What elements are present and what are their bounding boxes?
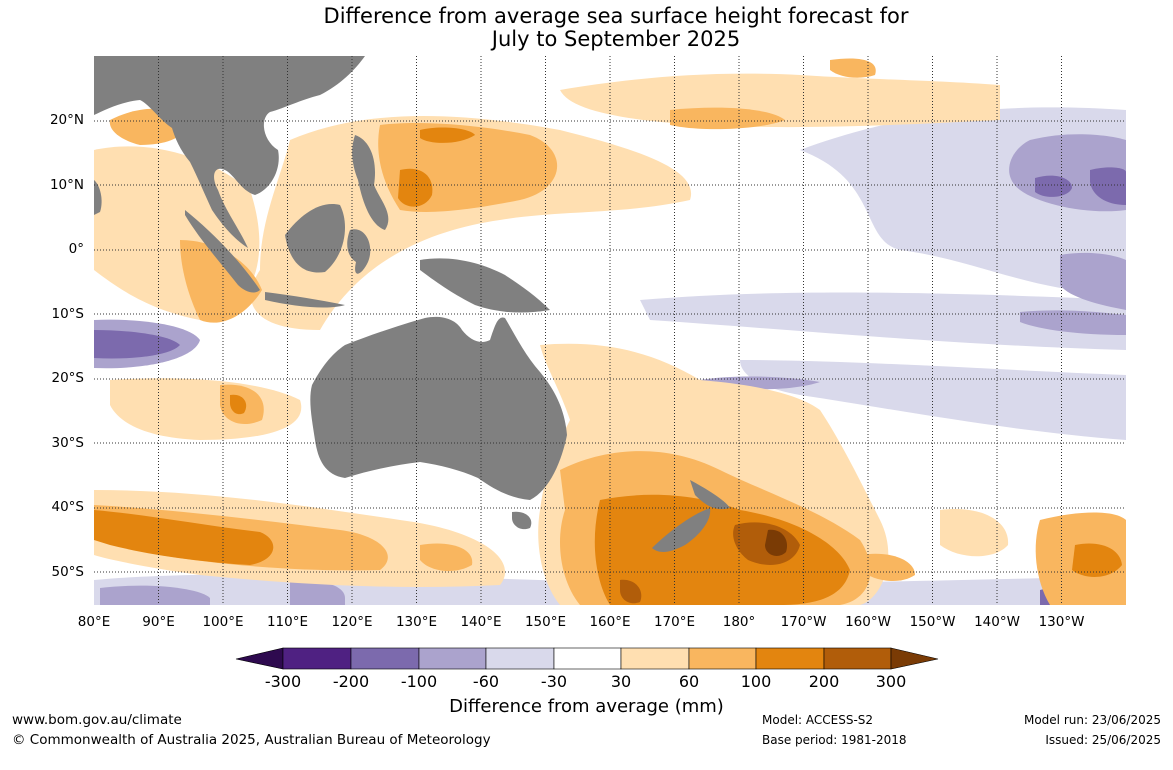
colorbar-swatch <box>485 647 555 670</box>
lon-label: 140°E <box>460 614 502 630</box>
gridlines <box>94 56 1126 605</box>
new-guinea <box>420 258 550 313</box>
java <box>265 292 345 308</box>
lon-label: 120°E <box>331 614 373 630</box>
colorbar-swatch <box>282 647 352 670</box>
colorbar-tick-label: -300 <box>264 672 302 691</box>
lon-label: 150°E <box>524 614 567 630</box>
lon-label: 160°W <box>845 614 891 630</box>
colorbar-swatch <box>620 647 690 670</box>
colorbar-cap-low <box>235 647 284 670</box>
colorbar-swatch <box>688 647 757 670</box>
title-line-1: Difference from average sea surface heig… <box>323 4 909 28</box>
borneo <box>285 204 345 273</box>
land <box>94 56 730 552</box>
colorbar-title: Difference from average (mm) <box>449 696 724 717</box>
model-text: Model: ACCESS-S2 <box>762 713 874 727</box>
base-period-text: Base period: 1981-2018 <box>762 733 907 747</box>
lat-label: 10°S <box>51 306 85 322</box>
map-title: Difference from average sea surface heig… <box>0 5 1173 51</box>
copyright-text: © Commonwealth of Australia 2025, Austra… <box>12 732 491 748</box>
lon-label: 90°E <box>142 614 175 630</box>
colorbar-tick-label: -30 <box>540 672 568 691</box>
lon-label: 80°E <box>77 614 111 630</box>
colorbar-swatch <box>350 647 420 670</box>
lat-label: 40°S <box>51 499 85 515</box>
lat-label: 30°S <box>51 435 85 451</box>
colorbar-swatch <box>418 647 487 670</box>
model-run-text: Model run: 23/06/2025 <box>1023 713 1161 727</box>
colorbar-tick-label: 200 <box>808 672 840 691</box>
colorbar-cap-high <box>890 647 939 670</box>
lat-label: 10°N <box>49 177 84 193</box>
issued-text: Issued: 25/06/2025 <box>1045 733 1161 747</box>
lon-label: 170°W <box>780 614 827 630</box>
asia-landmass <box>94 56 365 248</box>
colorbar-swatch <box>755 647 825 670</box>
colorbar-tick-label: 30 <box>610 672 632 691</box>
sulawesi <box>347 229 371 274</box>
lon-label: 130°E <box>395 614 438 630</box>
colorbar <box>235 647 939 670</box>
colorbar-swatch <box>553 647 622 670</box>
lon-label: 130°W <box>1038 614 1085 630</box>
colorbar-tick-label: -100 <box>400 672 438 691</box>
colorbar-tick-label: 60 <box>678 672 700 691</box>
lat-label: 50°S <box>51 564 85 580</box>
map-field <box>94 56 1126 605</box>
india-tip <box>94 180 102 215</box>
new-zealand-south <box>652 508 711 552</box>
colorbar-tick-label: -60 <box>472 672 500 691</box>
title-line-2: July to September 2025 <box>491 27 741 51</box>
lat-label: 20°N <box>49 112 84 128</box>
colorbar-tick-label: 100 <box>740 672 772 691</box>
lon-label: 110°E <box>266 614 309 630</box>
lon-label: 170°E <box>653 614 696 630</box>
lat-label: 20°S <box>51 370 85 386</box>
lon-label: 100°E <box>202 614 244 630</box>
colorbar-swatch <box>823 647 892 670</box>
colorbar-tick-label: -200 <box>332 672 370 691</box>
lat-label: 0° <box>68 241 84 257</box>
colorbar-tick-label: 300 <box>875 672 907 691</box>
lon-label: 180° <box>722 614 756 630</box>
tasmania <box>512 511 532 530</box>
website-link[interactable]: www.bom.gov.au/climate <box>12 712 182 728</box>
australia <box>310 316 567 500</box>
lon-label: 160°E <box>589 614 631 630</box>
lon-label: 150°W <box>909 614 956 630</box>
philippines <box>352 135 389 230</box>
lon-label: 140°W <box>974 614 1020 630</box>
new-zealand-north <box>690 480 730 510</box>
